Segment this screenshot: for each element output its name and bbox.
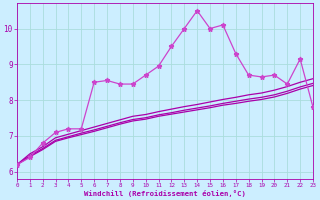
X-axis label: Windchill (Refroidissement éolien,°C): Windchill (Refroidissement éolien,°C)	[84, 190, 246, 197]
